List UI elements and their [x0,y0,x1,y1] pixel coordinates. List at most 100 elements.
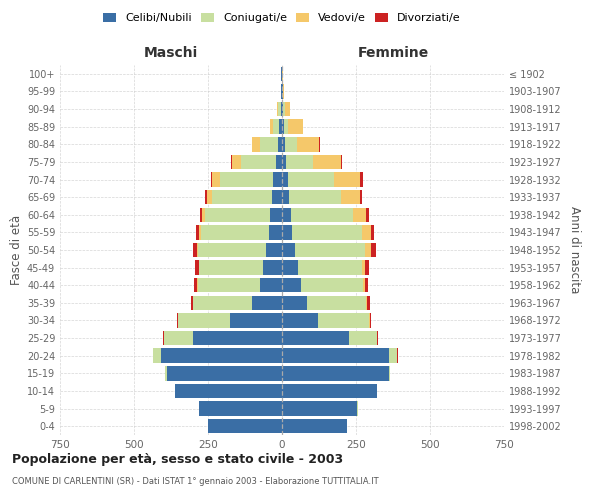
Bar [362,260,365,275]
Bar [288,172,334,186]
Bar [389,366,390,380]
Bar [282,137,285,152]
Bar [282,296,307,310]
Bar [282,419,347,434]
Bar [364,278,365,292]
Bar [282,402,358,416]
Bar [270,120,273,134]
Bar [365,243,371,257]
Bar [260,278,282,292]
Bar [269,225,282,240]
Bar [193,243,197,257]
Bar [282,154,286,169]
Bar [165,366,167,380]
Bar [282,260,298,275]
Bar [220,172,273,186]
Bar [285,137,297,152]
Bar [361,190,362,204]
Bar [301,278,364,292]
Bar [283,84,284,98]
Bar [193,296,253,310]
Bar [191,296,193,310]
Bar [167,366,282,380]
Bar [282,208,291,222]
Bar [200,225,269,240]
Bar [362,225,371,240]
Bar [277,102,278,117]
Bar [273,172,282,186]
Bar [212,172,220,186]
Text: COMUNE DI CARLENTINI (SR) - Dati ISTAT 1° gennaio 2003 - Elaborazione TUTTITALIA: COMUNE DI CARLENTINI (SR) - Dati ISTAT 1… [12,478,379,486]
Bar [202,208,205,222]
Bar [367,296,370,310]
Bar [282,348,389,363]
Bar [282,225,292,240]
Bar [367,208,369,222]
Bar [317,314,370,328]
Bar [208,419,282,434]
Bar [205,190,206,204]
Bar [361,172,363,186]
Y-axis label: Anni di nascita: Anni di nascita [568,206,581,294]
Bar [196,225,199,240]
Bar [341,190,361,204]
Bar [282,172,288,186]
Bar [297,137,319,152]
Bar [334,172,361,186]
Bar [178,314,230,328]
Bar [365,278,368,292]
Bar [349,331,377,345]
Bar [230,314,282,328]
Bar [282,278,301,292]
Bar [341,154,342,169]
Bar [253,137,260,152]
Bar [232,154,241,169]
Bar [176,314,178,328]
Bar [153,348,161,363]
Bar [241,154,276,169]
Bar [272,190,282,204]
Bar [292,225,362,240]
Legend: Celibi/Nubili, Coniugati/e, Vedovi/e, Divorziati/e: Celibi/Nubili, Coniugati/e, Vedovi/e, Di… [99,8,465,28]
Bar [353,208,367,222]
Bar [199,225,200,240]
Bar [282,331,349,345]
Bar [175,384,282,398]
Bar [211,172,212,186]
Bar [370,314,371,328]
Text: Maschi: Maschi [144,46,198,60]
Bar [313,154,341,169]
Bar [270,208,282,222]
Bar [212,190,272,204]
Bar [298,260,362,275]
Bar [206,190,212,204]
Bar [263,260,282,275]
Bar [253,296,282,310]
Text: Popolazione per età, sesso e stato civile - 2003: Popolazione per età, sesso e stato civil… [12,452,343,466]
Bar [266,243,282,257]
Bar [273,120,279,134]
Bar [282,314,317,328]
Y-axis label: Fasce di età: Fasce di età [10,215,23,285]
Bar [276,154,282,169]
Bar [284,102,290,117]
Bar [278,102,281,117]
Bar [371,243,376,257]
Bar [307,296,367,310]
Bar [282,102,283,117]
Bar [282,366,389,380]
Bar [164,331,193,345]
Bar [289,190,341,204]
Bar [260,137,278,152]
Bar [205,208,270,222]
Bar [195,260,199,275]
Bar [286,154,313,169]
Bar [199,402,282,416]
Bar [288,120,303,134]
Bar [371,225,374,240]
Bar [282,190,289,204]
Bar [199,260,263,275]
Text: Femmine: Femmine [358,46,428,60]
Bar [282,243,295,257]
Bar [284,120,288,134]
